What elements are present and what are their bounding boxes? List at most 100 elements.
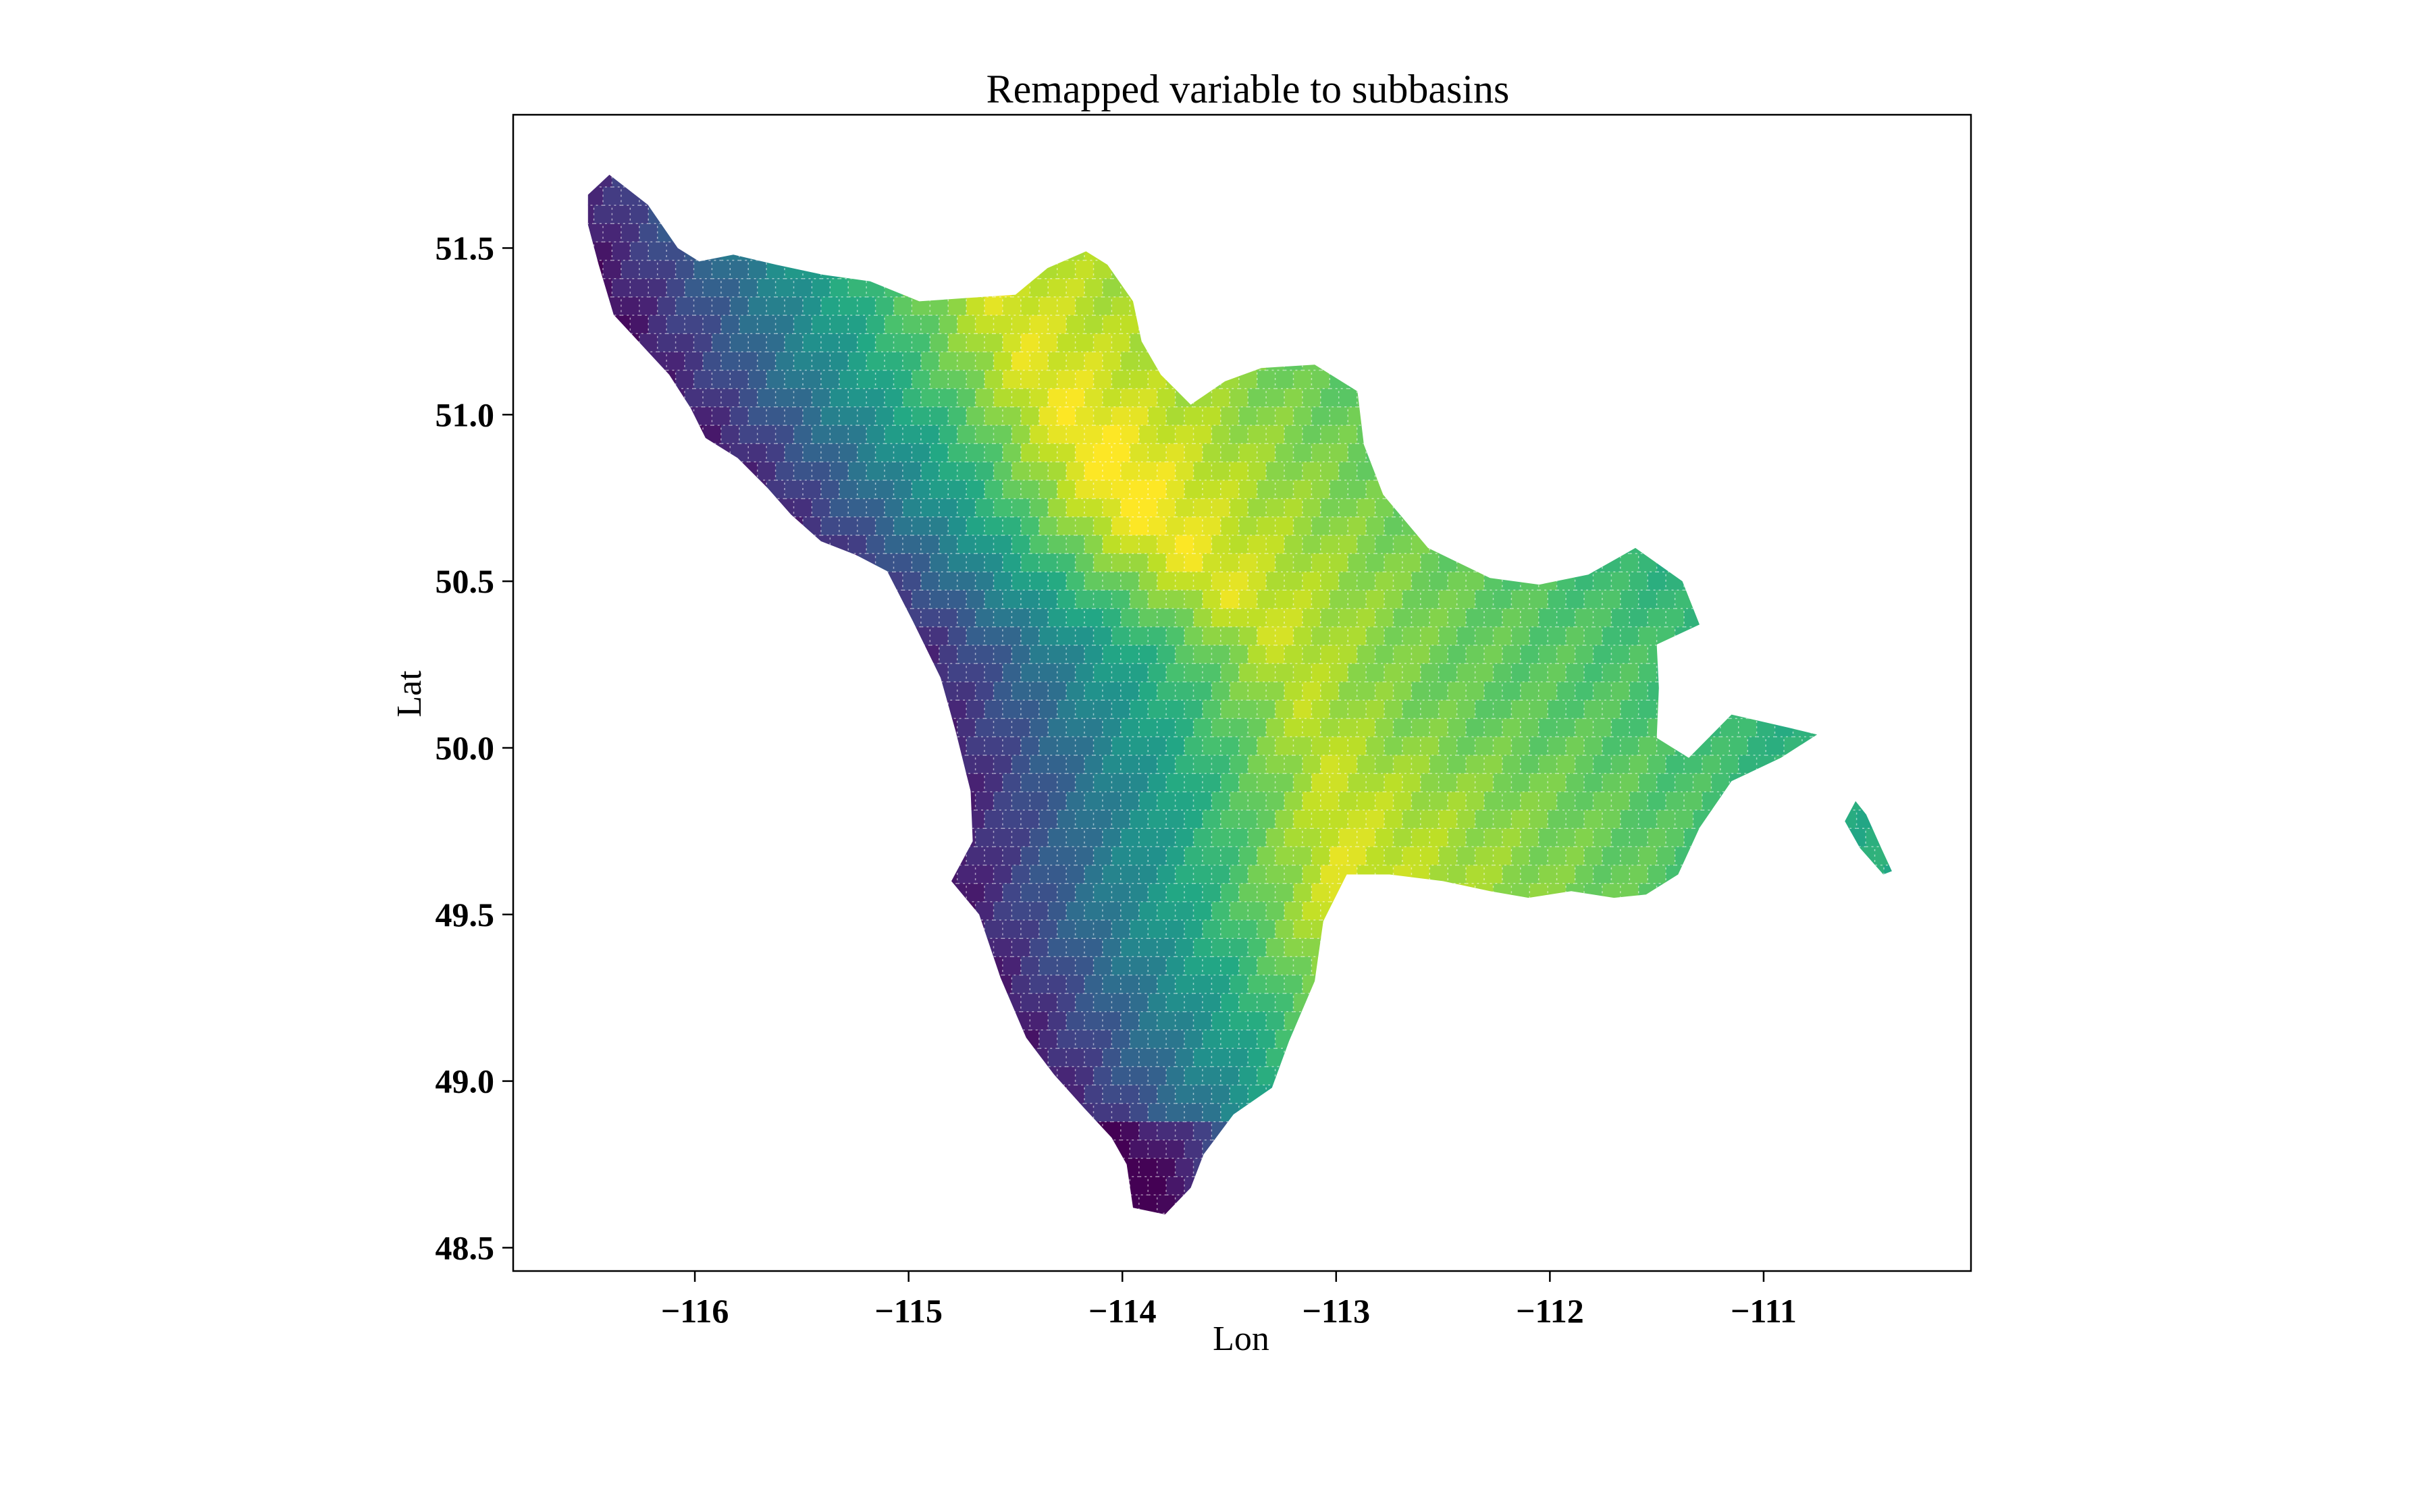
- subbasin-cell: [1810, 1120, 1831, 1141]
- subbasin-cell: [1402, 1029, 1422, 1049]
- subbasin-cell: [1411, 973, 1431, 994]
- subbasin-cell: [793, 717, 813, 738]
- subbasin-cell: [1465, 937, 1485, 958]
- subbasin-cell: [1520, 863, 1540, 884]
- subbasin-cell: [1810, 387, 1831, 408]
- subbasin-cell: [1356, 1157, 1377, 1177]
- subbasin-cell: [1702, 863, 1722, 884]
- subbasin-cell: [1583, 955, 1604, 976]
- subbasin-cell: [1547, 296, 1567, 316]
- subbasin-cell: [1720, 863, 1740, 884]
- subbasin-cell: [1211, 1047, 1231, 1067]
- subbasin-cell: [1592, 570, 1612, 591]
- subbasin-cell: [1492, 552, 1512, 572]
- subbasin-cell: [587, 735, 604, 756]
- subbasin-cell: [1329, 259, 1349, 279]
- subbasin-cell: [1893, 516, 1912, 535]
- subbasin-cell: [1102, 607, 1122, 628]
- subbasin-cell: [1474, 845, 1495, 866]
- subbasin-cell: [1020, 552, 1041, 572]
- subbasin-cell: [1311, 845, 1331, 866]
- subbasin-cell: [956, 1083, 977, 1104]
- subbasin-cell: [593, 1083, 613, 1104]
- subbasin-cell: [1456, 369, 1477, 389]
- subbasin-cell: [1702, 534, 1722, 554]
- subbasin-cell: [793, 277, 813, 298]
- subbasin-cell: [1111, 919, 1131, 939]
- subbasin-cell: [1556, 790, 1577, 811]
- subbasin-cell: [1637, 845, 1658, 866]
- subbasin-cell: [1810, 314, 1831, 334]
- subbasin-cell: [1765, 442, 1785, 463]
- subbasin-cell: [1856, 186, 1876, 206]
- subbasin-cell: [1292, 735, 1313, 756]
- subbasin-cell: [1710, 406, 1731, 426]
- subbasin-cell: [1192, 973, 1213, 994]
- subbasin-cell: [1520, 900, 1540, 921]
- subbasin-cell: [1629, 1120, 1649, 1141]
- subbasin-cell: [1865, 350, 1885, 371]
- subbasin-cell: [1284, 387, 1304, 408]
- subbasin-cell: [1347, 735, 1367, 756]
- subbasin-cell: [1129, 369, 1149, 389]
- subbasin-cell: [587, 882, 604, 902]
- subbasin-cell: [1220, 552, 1240, 572]
- subbasin-cell: [1492, 1029, 1512, 1049]
- subbasin-cell: [587, 1212, 604, 1215]
- subbasin-cell: [1665, 863, 1685, 884]
- subbasin-cell: [1465, 1047, 1485, 1067]
- subbasin-cell: [802, 222, 822, 243]
- subbasin-cell: [1729, 772, 1749, 792]
- subbasin-cell: [1284, 424, 1304, 444]
- subbasin-cell: [847, 1120, 868, 1141]
- subbasin-cell: [567, 773, 585, 792]
- subbasin-cell: [1284, 350, 1304, 371]
- subbasin-cell: [1801, 369, 1822, 389]
- subbasin-cell: [1456, 1175, 1477, 1196]
- subbasin-cell: [1774, 204, 1794, 225]
- subbasin-cell: [1674, 882, 1695, 902]
- subbasin-cell: [1883, 497, 1892, 518]
- subbasin-cell: [1384, 1175, 1404, 1196]
- subbasin-cell: [947, 589, 968, 610]
- subbasin-cell: [1184, 662, 1204, 682]
- subbasin-cell: [1365, 1029, 1386, 1049]
- subbasin-cell: [1637, 186, 1658, 206]
- subbasin-cell: [902, 1083, 922, 1104]
- subbasin-cell: [874, 1212, 895, 1215]
- subbasin-cell: [1474, 1212, 1495, 1215]
- subbasin-cell: [1875, 150, 1894, 169]
- subbasin-cell: [1002, 735, 1022, 756]
- subbasin-cell: [1229, 277, 1249, 298]
- subbasin-cell: [866, 607, 886, 628]
- subbasin-cell: [1011, 717, 1031, 738]
- subbasin-cell: [1192, 174, 1213, 188]
- subbasin-cell: [893, 442, 913, 463]
- subbasin-cell: [1865, 1120, 1885, 1141]
- subbasin-cell: [1820, 772, 1840, 792]
- subbasin-cell: [1502, 174, 1522, 188]
- subbasin-cell: [1392, 1047, 1413, 1067]
- subbasin-cell: [1520, 570, 1540, 591]
- subbasin-cell: [1311, 919, 1331, 939]
- subbasin-cell: [811, 240, 831, 261]
- subbasin-cell: [902, 387, 922, 408]
- subbasin-cell: [675, 369, 695, 389]
- subbasin-cell: [1365, 222, 1386, 243]
- x-tick-label: −111: [1731, 1292, 1797, 1330]
- subbasin-cell: [1274, 735, 1295, 756]
- subbasin-cell: [1756, 350, 1777, 371]
- subbasin-cell: [675, 1102, 695, 1123]
- subbasin-cell: [966, 735, 986, 756]
- subbasin-cell: [711, 1065, 731, 1086]
- subbasin-cell: [1020, 992, 1041, 1013]
- subbasin-cell: [621, 809, 641, 830]
- subbasin-cell: [1056, 1102, 1077, 1123]
- subbasin-cell: [902, 717, 922, 738]
- subbasin-cell: [1129, 479, 1149, 500]
- subbasin-cell: [1502, 1047, 1522, 1067]
- subbasin-cell: [1093, 626, 1113, 646]
- subbasin-cell: [1893, 736, 1912, 755]
- subbasin-cell: [1537, 534, 1558, 554]
- subbasin-cell: [1066, 314, 1086, 334]
